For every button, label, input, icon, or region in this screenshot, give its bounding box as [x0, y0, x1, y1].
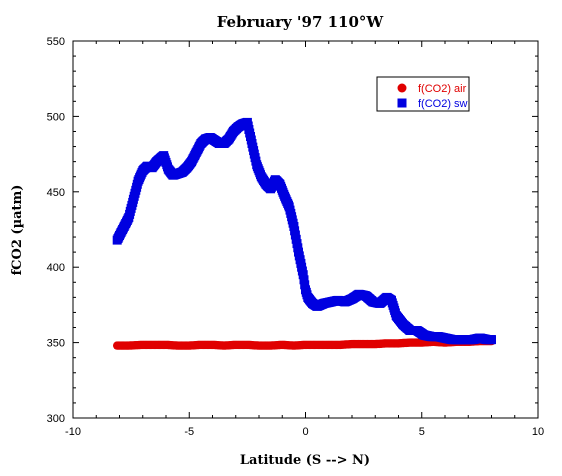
sw-point — [487, 335, 496, 345]
y-tick-label: 350 — [47, 338, 65, 350]
sw-point — [300, 280, 310, 290]
y-tick-label: 550 — [47, 36, 65, 48]
x-tick-label: 10 — [532, 426, 544, 438]
chart-title: February '97 110°W — [217, 13, 385, 31]
sw-point — [298, 270, 308, 280]
x-axis-label: Latitude (S --> N) — [240, 453, 370, 468]
series-air-points — [113, 336, 496, 350]
y-axis-label: fCO2 (µatm) — [10, 185, 25, 276]
axis-ticks — [72, 40, 539, 419]
x-tick-label: 5 — [419, 426, 425, 438]
series-sw-points — [112, 117, 496, 345]
legend: f(CO2) air f(CO2) sw — [376, 76, 470, 112]
legend-sw-label: f(CO2) sw — [418, 98, 468, 110]
x-tick-label: -5 — [184, 426, 194, 438]
legend-sw-marker — [397, 98, 407, 108]
x-tick-label: 0 — [302, 426, 308, 438]
y-tick-label: 500 — [47, 111, 65, 123]
x-tick-labels: -10 -5 0 5 10 — [65, 426, 544, 438]
legend-box — [376, 76, 470, 112]
legend-air-marker — [397, 83, 407, 93]
x-tick-label: -10 — [65, 426, 81, 438]
legend-air-label: f(CO2) air — [418, 83, 467, 95]
y-tick-label: 400 — [47, 262, 65, 274]
y-tick-label: 300 — [47, 413, 65, 425]
y-tick-labels: 300 350 400 450 500 550 — [47, 36, 65, 425]
sw-point — [299, 275, 309, 285]
y-tick-label: 450 — [47, 187, 65, 199]
